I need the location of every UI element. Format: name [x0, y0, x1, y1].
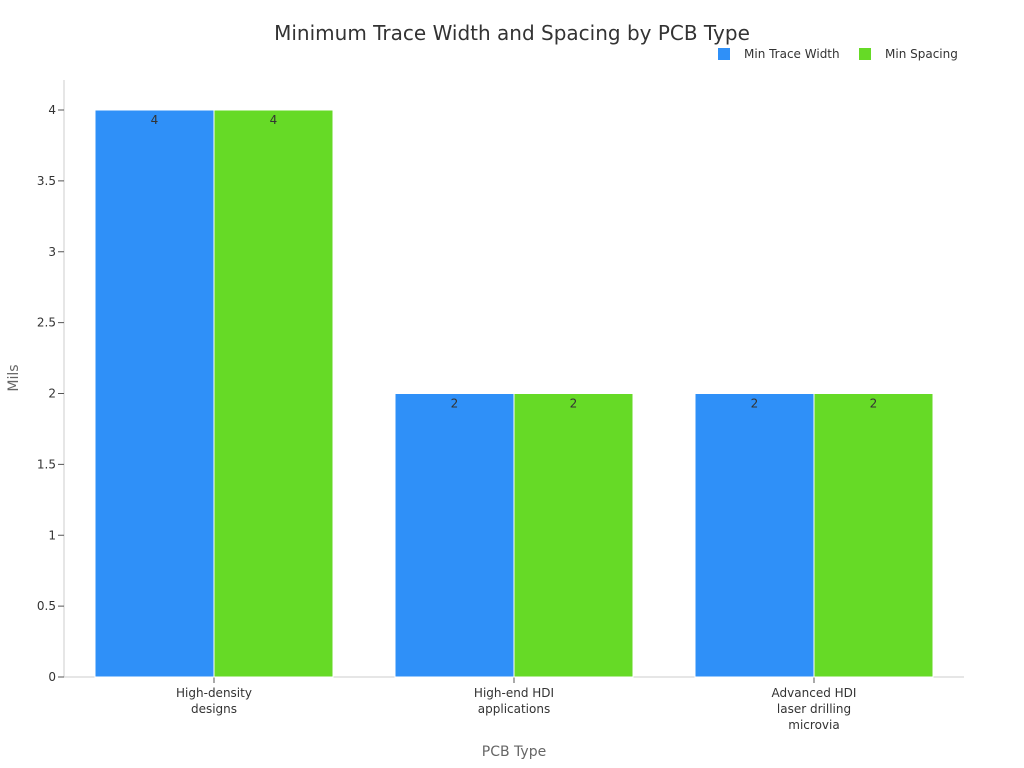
bar-min-spacing[interactable]: [213, 109, 334, 678]
y-tick-label: 1: [48, 528, 56, 542]
legend-label: Min Trace Width: [744, 47, 840, 61]
bar-min-trace-width[interactable]: [694, 393, 815, 678]
bar-min-spacing[interactable]: [513, 393, 634, 678]
data-label: 2: [870, 397, 878, 411]
y-tick-label: 0.5: [37, 599, 56, 613]
data-label: 4: [270, 113, 278, 127]
y-axis: 0 0.5 1 1.5 2 2.5 3 3.5 4: [37, 80, 65, 684]
x-axis-title: PCB Type: [482, 744, 546, 760]
x-tick-label: Advanced HDI laser drilling microvia: [772, 686, 857, 732]
y-tick-label: 2.5: [37, 316, 56, 330]
bar-min-trace-width[interactable]: [394, 393, 515, 678]
y-tick-label: 0: [48, 670, 56, 684]
data-label: 2: [451, 397, 459, 411]
y-tick-label: 3.5: [37, 174, 56, 188]
data-label: 4: [151, 113, 159, 127]
bar-min-trace-width[interactable]: [94, 109, 215, 678]
data-labels: 4 4 2 2 2 2: [151, 113, 878, 411]
y-tick-label: 1.5: [37, 457, 56, 471]
data-label: 2: [570, 397, 578, 411]
legend-swatch: [859, 48, 871, 60]
bars: [94, 109, 934, 678]
y-tick-label: 2: [48, 387, 56, 401]
y-tick-label: 3: [48, 245, 56, 259]
chart-title: Minimum Trace Width and Spacing by PCB T…: [274, 21, 750, 45]
y-tick-label: 4: [48, 103, 56, 117]
legend-swatch: [718, 48, 730, 60]
bar-min-spacing[interactable]: [813, 393, 934, 678]
data-label: 2: [751, 397, 759, 411]
x-axis: High-density designs High-end HDI applicati…: [64, 676, 964, 732]
x-tick-label: High-end HDI applications: [474, 686, 554, 716]
legend: Min Trace Width Min Spacing: [718, 47, 958, 61]
y-axis-title: Mils: [6, 364, 22, 391]
legend-label: Min Spacing: [885, 47, 958, 61]
x-tick-label: High-density designs: [176, 686, 252, 716]
